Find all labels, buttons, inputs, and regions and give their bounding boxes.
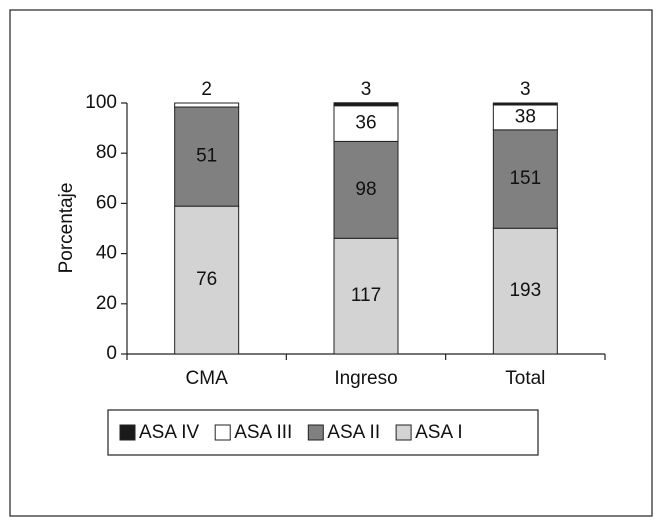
y-tick-label: 60 xyxy=(96,192,117,213)
bar-segment xyxy=(333,237,399,355)
x-tick-label: Ingreso xyxy=(334,368,397,389)
data-label: 2 xyxy=(201,79,212,100)
bar-segment xyxy=(174,205,240,355)
bar-segment xyxy=(492,227,558,355)
y-tick-label: 100 xyxy=(85,92,117,113)
bar-segment xyxy=(492,104,558,131)
legend-label: ASA I xyxy=(415,422,463,443)
data-label: 3 xyxy=(361,79,372,100)
data-label: 151 xyxy=(509,168,541,189)
y-tick-label: 80 xyxy=(96,142,117,163)
legend-label: ASA II xyxy=(327,422,380,443)
data-label: 51 xyxy=(196,146,217,167)
bar-segment xyxy=(333,102,399,107)
y-tick-label: 20 xyxy=(96,293,117,314)
data-label: 193 xyxy=(509,280,541,301)
legend-box xyxy=(107,409,539,456)
legend-swatch xyxy=(119,424,136,441)
legend-swatch xyxy=(395,424,412,441)
legend-label: ASA IV xyxy=(139,422,200,443)
bar-segment xyxy=(333,140,399,239)
y-tick-label: 0 xyxy=(106,343,117,364)
legend-swatch xyxy=(214,424,231,441)
x-tick-label: CMA xyxy=(186,368,229,389)
bar-segment xyxy=(492,129,558,229)
data-label: 3 xyxy=(520,79,531,100)
y-axis-label: Porcentaje xyxy=(56,183,77,274)
data-label: 117 xyxy=(351,285,381,306)
y-tick-label: 40 xyxy=(96,243,117,264)
data-label: 38 xyxy=(515,106,536,127)
bar-segment xyxy=(492,102,558,106)
legend-label: ASA III xyxy=(234,422,292,443)
bar-segment xyxy=(333,105,399,142)
data-label: 36 xyxy=(355,113,376,134)
frame xyxy=(9,9,653,517)
legend-swatch xyxy=(307,424,324,441)
x-tick-label: Total xyxy=(505,368,545,389)
data-label: 98 xyxy=(355,179,376,200)
data-label: 76 xyxy=(196,269,217,290)
bar-segment xyxy=(174,102,240,108)
